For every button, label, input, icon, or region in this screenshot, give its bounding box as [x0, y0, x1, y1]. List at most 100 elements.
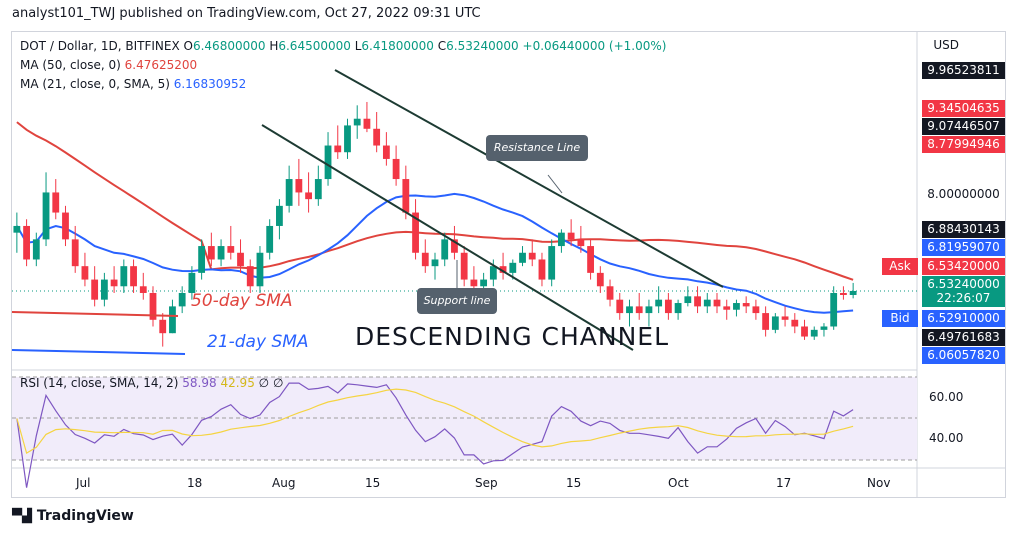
time-axis-label: 18: [187, 476, 203, 490]
rsi-value: 58.98: [182, 376, 217, 390]
rsi-sym-1: ∅: [258, 376, 270, 390]
candle-body: [71, 239, 79, 267]
candle-body: [606, 286, 614, 300]
candle-body: [781, 316, 789, 320]
candle-body: [227, 246, 235, 253]
time-axis-label: 15: [566, 476, 582, 490]
candle-body: [363, 118, 371, 129]
change-value: +0.06440000 (+1.00%): [522, 39, 667, 53]
tv-logo-text: TradingView: [36, 508, 134, 524]
price-axis-label: 6.06057820: [922, 347, 1005, 364]
publish-header: analyst101_TWJ published on TradingView.…: [12, 6, 481, 21]
candle-body: [489, 266, 497, 280]
rsi-ma-value: 42.95: [220, 376, 255, 390]
rsi-line: [16, 382, 854, 488]
candle-body: [674, 303, 682, 314]
rsi-ma-line: [16, 388, 854, 455]
candle-body: [139, 286, 147, 293]
candle-body: [742, 303, 750, 307]
candle-body: [120, 266, 128, 287]
candle-body: [100, 279, 108, 300]
candle-body: [538, 259, 546, 280]
candle-body: [460, 252, 468, 280]
candle-body: [314, 179, 322, 200]
candle-body: [519, 252, 526, 263]
candle-body: [801, 326, 808, 337]
candle-body: [723, 306, 731, 310]
symbol-name[interactable]: DOT / Dollar, 1D, BITFINEX: [20, 39, 180, 53]
candle-body: [451, 239, 458, 253]
candle-body: [441, 239, 449, 260]
candle-body: [159, 319, 167, 334]
candle-body: [616, 299, 624, 314]
ask-tag: Ask: [882, 258, 918, 275]
candle-body: [110, 279, 118, 287]
currency-label: USD: [933, 38, 959, 52]
price-axis-label: 9.07446507: [922, 118, 1005, 135]
ma21-value: 6.16830952: [173, 77, 247, 91]
candle-body: [635, 306, 643, 314]
candle-body: [402, 179, 410, 213]
open-value: 6.46800000: [192, 39, 266, 53]
open-label: O: [183, 39, 193, 53]
candle-body: [266, 225, 274, 253]
candle-body: [305, 192, 312, 200]
price-axis-label: 6.53420000: [922, 258, 1005, 275]
candle-body: [91, 279, 99, 300]
time-axis-label: Nov: [867, 476, 891, 490]
candle-body: [548, 246, 556, 280]
price-axis-label: 8.77994946: [922, 136, 1005, 153]
candle-body: [577, 239, 585, 247]
candle-body: [820, 326, 828, 330]
high-value: 6.64500000: [278, 39, 351, 53]
candle-body: [198, 246, 206, 273]
ma50-line: [16, 121, 854, 281]
candle-body: [276, 205, 283, 226]
chart-frame[interactable]: [11, 31, 1006, 498]
candle-body: [762, 313, 770, 330]
time-axis-label: 15: [365, 476, 381, 490]
price-axis-label: 9.34504635: [922, 100, 1005, 117]
price-axis-label: 6.49761683: [922, 329, 1005, 346]
candle-body: [830, 292, 838, 327]
candle-body: [373, 128, 381, 146]
price-axis-label: 6.53240000: [922, 276, 1005, 293]
resistance-callout-pointer: [547, 174, 563, 194]
sma50-annotation: 50-day SMA: [191, 291, 293, 311]
candle-body: [217, 246, 225, 260]
sma21-annotation: 21-day SMA: [207, 332, 309, 352]
ma21-line: [16, 192, 854, 314]
support-line: [261, 124, 634, 351]
tradingview-logo[interactable]: ▀▟ TradingView: [12, 508, 134, 524]
candle-body: [421, 252, 429, 267]
candle-body: [207, 246, 215, 260]
bid-tag: Bid: [882, 310, 918, 327]
price-axis-label: 8.00000000: [927, 187, 1000, 201]
rsi-axis-40: 40.00: [929, 431, 964, 445]
candle-body: [849, 290, 857, 295]
candle-body: [664, 299, 672, 314]
candle-body: [178, 292, 186, 307]
candle-body: [558, 232, 565, 247]
time-axis-label: Sep: [475, 476, 498, 490]
rsi-sym-2: ∅: [272, 376, 284, 390]
candle-body: [32, 239, 40, 260]
rsi-legend[interactable]: RSI (14, close, SMA, 14, 2) 58.98 42.95 …: [20, 376, 283, 390]
channel-annotation: DESCENDING CHANNEL: [355, 322, 669, 351]
ma21-legend[interactable]: MA (21, close, 0, SMA, 5) 6.16830952: [20, 77, 246, 91]
candle-body: [392, 158, 400, 180]
candle-body: [567, 232, 575, 240]
candle-body: [81, 266, 89, 280]
resistance-line: [334, 69, 724, 288]
candle-body: [752, 306, 760, 314]
candle-body: [295, 179, 303, 193]
ma50-value: 6.47625200: [124, 58, 198, 72]
candle-body: [840, 292, 847, 295]
price-axis-label: 6.81959070: [922, 239, 1005, 256]
candle-body: [246, 266, 254, 287]
candle-body: [324, 145, 332, 180]
candle-body: [470, 279, 478, 287]
candle-body: [431, 259, 439, 267]
candle-body: [587, 246, 594, 273]
ma50-legend[interactable]: MA (50, close, 0) 6.47625200: [20, 58, 197, 72]
